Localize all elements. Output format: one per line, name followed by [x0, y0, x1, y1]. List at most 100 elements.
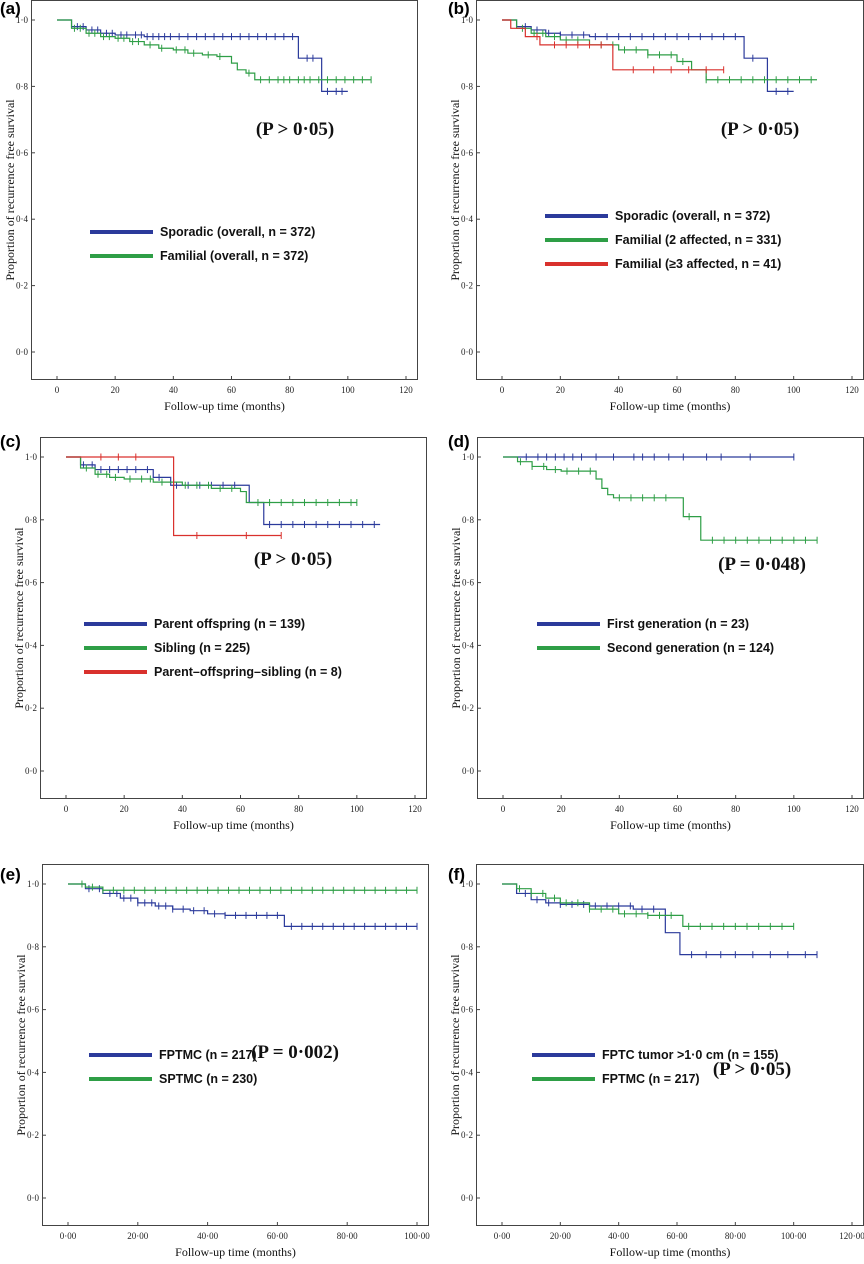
- legend-label: First generation (n = 23): [607, 617, 749, 631]
- x-tick-label: 60: [227, 385, 237, 395]
- y-axis-title: Proportion of recurrence free survival: [14, 954, 28, 1136]
- x-tick-label: 60·00: [667, 1231, 688, 1241]
- chart-panel-c: (c) 0·0 0·2 0·4 0·6 0·8 1·0 0 20 40 60 80 100 120 Foll…: [0, 432, 427, 832]
- p-value-annotation: (P > 0·05): [721, 119, 799, 140]
- y-tick-label: 0·4: [462, 640, 474, 650]
- y-tick-label: 0·6: [25, 578, 37, 588]
- y-tick-label: 0·0: [27, 1193, 39, 1203]
- chart-panel-b: (b) 0·0 0·2 0·4 0·6 0·8 1·0 0 20 40 60 80 100 120 Foll…: [448, 0, 864, 413]
- y-tick-label: 0·8: [27, 942, 39, 952]
- x-tick-label: 80: [285, 385, 295, 395]
- x-tick-label: 20: [120, 804, 130, 814]
- x-tick-label: 100: [787, 385, 801, 395]
- legend-label: Second generation (n = 124): [607, 641, 774, 655]
- series-2: Parent–offspring–sibling (n = 8): [66, 453, 342, 679]
- y-tick-label: 0·8: [16, 81, 28, 91]
- p-value-annotation: (P > 0·05): [254, 549, 332, 570]
- y-tick-label: 0·2: [27, 1130, 39, 1140]
- x-tick-label: 120·00: [839, 1231, 864, 1241]
- x-tick-label: 0·00: [60, 1231, 77, 1241]
- x-tick-label: 60: [236, 804, 246, 814]
- x-tick-label: 80: [731, 385, 741, 395]
- y-axis-title: Proportion of recurrence free survival: [3, 99, 17, 281]
- y-tick-label: 0·6: [461, 148, 473, 158]
- legend-label: Familial (overall, n = 372): [160, 249, 308, 263]
- y-tick-label: 0·8: [25, 515, 37, 525]
- y-tick-label: 0·2: [16, 281, 28, 291]
- p-value-annotation: (P = 0·048): [718, 554, 806, 575]
- survival-step-line: [502, 19, 724, 71]
- x-tick-label: 40·00: [608, 1231, 629, 1241]
- y-tick-label: 0·4: [25, 640, 37, 650]
- y-tick-label: 0·2: [25, 703, 37, 713]
- x-axis-title: Follow-up time (months): [173, 818, 294, 832]
- y-axis-title: Proportion of recurrence free survival: [449, 527, 463, 709]
- series-1: SPTMC (n = 230): [68, 880, 418, 1086]
- x-tick-label: 120: [408, 804, 422, 814]
- y-tick-label: 1·0: [16, 15, 28, 25]
- x-tick-label: 120: [399, 385, 413, 395]
- x-tick-label: 80: [294, 804, 304, 814]
- y-tick-label: 0·0: [462, 766, 474, 776]
- x-tick-label: 40·00: [197, 1231, 218, 1241]
- x-tick-label: 20·00: [550, 1231, 571, 1241]
- panel-label: (a): [0, 0, 21, 18]
- y-tick-label: 1·0: [27, 879, 39, 889]
- series-0: First generation (n = 23): [503, 453, 795, 631]
- y-tick-label: 0·6: [27, 1005, 39, 1015]
- y-tick-label: 1·0: [25, 452, 37, 462]
- y-tick-label: 0·4: [461, 1067, 473, 1077]
- x-tick-label: 40: [178, 804, 188, 814]
- panel-label: (f): [448, 865, 465, 884]
- y-axis-title: Proportion of recurrence free survival: [12, 527, 26, 709]
- x-tick-label: 40: [169, 385, 179, 395]
- legend-label: FPTMC (n = 217): [159, 1048, 257, 1062]
- x-tick-label: 60: [673, 385, 683, 395]
- plot-frame: [31, 0, 418, 380]
- chart-panel-e: (e) 0·0 0·2 0·4 0·6 0·8 1·0 0·00 20·00 40·00 60·00…: [0, 864, 430, 1259]
- y-tick-label: 0·0: [461, 347, 473, 357]
- panel-label: (b): [448, 0, 470, 18]
- x-tick-label: 120: [845, 385, 859, 395]
- y-tick-label: 0·8: [461, 81, 473, 91]
- y-tick-label: 0·2: [462, 703, 474, 713]
- y-axis-title: Proportion of recurrence free survival: [448, 954, 462, 1136]
- y-tick-label: 0·6: [16, 148, 28, 158]
- x-tick-label: 100: [787, 804, 801, 814]
- survival-step-line: [502, 883, 794, 927]
- x-tick-label: 0: [501, 804, 506, 814]
- x-tick-label: 100·00: [781, 1231, 807, 1241]
- p-value-annotation: (P > 0·05): [713, 1059, 791, 1080]
- series-2: Familial (≥3 affected, n = 41): [502, 19, 781, 271]
- y-tick-label: 1·0: [461, 879, 473, 889]
- x-axis-title: Follow-up time (months): [175, 1245, 296, 1259]
- survival-step-line: [66, 456, 357, 504]
- series-0: FPTMC (n = 217): [68, 883, 418, 1062]
- x-tick-label: 100: [350, 804, 364, 814]
- x-axis-title: Follow-up time (months): [164, 399, 285, 413]
- y-tick-label: 0·0: [25, 766, 37, 776]
- legend-label: SPTMC (n = 230): [159, 1072, 257, 1086]
- y-axis-title: Proportion of recurrence free survival: [448, 99, 462, 281]
- legend-label: Parent–offspring–sibling (n = 8): [154, 665, 342, 679]
- chart-panel-a: (a) 0·0 0·2 0·4 0·6 0·8 1·0 0 20 40 60 80 100 120 Foll…: [0, 0, 418, 413]
- x-tick-label: 80: [731, 804, 741, 814]
- x-axis-title: Follow-up time (months): [610, 1245, 731, 1259]
- y-tick-label: 0·4: [461, 214, 473, 224]
- x-tick-label: 100: [341, 385, 355, 395]
- x-tick-label: 60·00: [267, 1231, 288, 1241]
- series-0: Sporadic (overall, n = 372): [57, 19, 348, 239]
- series-0: Sporadic (overall, n = 372): [502, 19, 794, 223]
- legend-label: Familial (2 affected, n = 331): [615, 233, 781, 247]
- y-tick-label: 0·6: [461, 1005, 473, 1015]
- x-tick-label: 120: [845, 804, 859, 814]
- panel-label: (e): [0, 865, 21, 884]
- y-tick-label: 0·2: [461, 1130, 473, 1140]
- y-tick-label: 1·0: [462, 452, 474, 462]
- legend-label: Sporadic (overall, n = 372): [615, 209, 770, 223]
- plot-frame: [40, 437, 427, 799]
- legend-label: Parent offspring (n = 139): [154, 617, 305, 631]
- x-tick-label: 80·00: [725, 1231, 746, 1241]
- legend-label: Familial (≥3 affected, n = 41): [615, 257, 781, 271]
- chart-panel-f: (f) 0·0 0·2 0·4 0·6 0·8 1·0 0·00 20·00 40·00 60·00…: [448, 864, 864, 1259]
